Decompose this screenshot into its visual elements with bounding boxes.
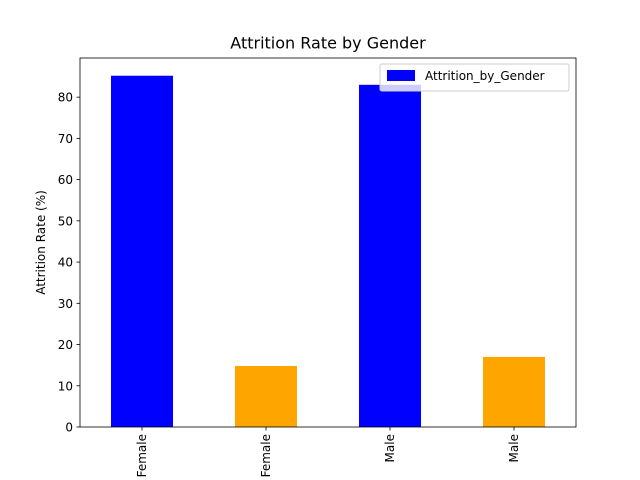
- chart-title: Attrition Rate by Gender: [230, 34, 426, 53]
- bars-group: [111, 75, 545, 428]
- bar-2: [235, 365, 297, 427]
- legend-label: Attrition_by_Gender: [425, 69, 545, 83]
- legend-box: [379, 63, 570, 92]
- y-tick-label-70: 70: [58, 132, 73, 146]
- y-tick-label-10: 10: [58, 379, 73, 393]
- y-axis-label: Attrition Rate (%): [34, 190, 48, 295]
- y-tick-label-40: 40: [58, 256, 73, 270]
- bar-3: [359, 84, 421, 427]
- x-tick-label-3: Male: [383, 434, 397, 462]
- x-tick-label-4: Male: [507, 434, 521, 462]
- y-tick-label-50: 50: [58, 214, 73, 228]
- legend-swatch: [387, 70, 415, 81]
- y-tick-label-80: 80: [58, 91, 73, 105]
- y-tick-label-60: 60: [58, 173, 73, 187]
- x-axis: Female Female Male Male: [135, 427, 521, 477]
- x-tick-label-2: Female: [259, 434, 273, 477]
- plot-area: [79, 57, 577, 428]
- bar-1: [111, 75, 173, 428]
- bar-4: [483, 356, 545, 427]
- axes-frame: [79, 57, 577, 428]
- y-tick-label-20: 20: [58, 338, 73, 352]
- x-tick-label-1: Female: [135, 434, 149, 477]
- legend: Attrition_by_Gender: [379, 63, 570, 92]
- y-tick-label-0: 0: [65, 421, 73, 435]
- y-axis: 0 10 20 30 40 50 60 70 80: [58, 91, 80, 435]
- y-tick-label-30: 30: [58, 297, 73, 311]
